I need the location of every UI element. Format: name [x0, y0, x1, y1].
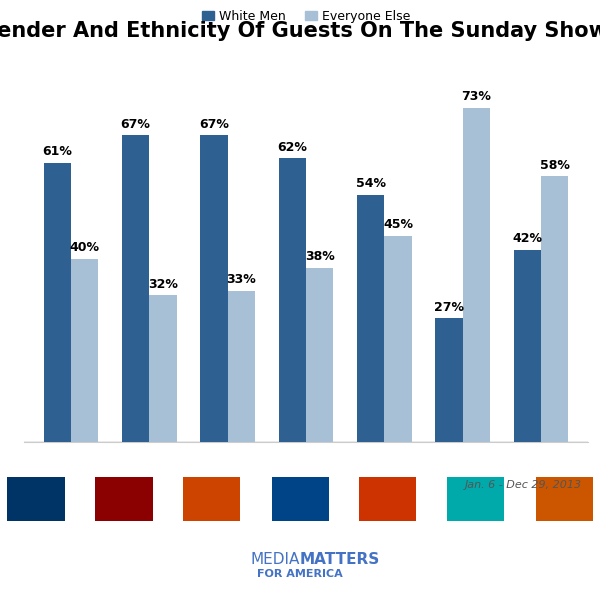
Bar — [278, 158, 306, 442]
Text: 67%: 67% — [121, 118, 151, 131]
Text: 33%: 33% — [227, 273, 256, 286]
Text: 62%: 62% — [277, 141, 307, 154]
Text: 61%: 61% — [43, 145, 72, 158]
Text: 38%: 38% — [305, 250, 335, 263]
Text: MATTERS: MATTERS — [300, 552, 380, 567]
Bar — [200, 135, 227, 442]
Bar — [435, 318, 463, 442]
Text: 54%: 54% — [356, 177, 386, 190]
Text: 40%: 40% — [70, 241, 100, 254]
Text: 42%: 42% — [512, 232, 542, 245]
Text: 27%: 27% — [434, 301, 464, 314]
Text: FOR AMERICA: FOR AMERICA — [257, 570, 343, 579]
Text: 45%: 45% — [383, 219, 413, 231]
Bar — [385, 236, 412, 442]
Bar — [357, 195, 385, 442]
Bar — [463, 108, 490, 442]
Bar — [149, 296, 177, 442]
Text: 73%: 73% — [461, 90, 491, 103]
Text: 32%: 32% — [148, 278, 178, 291]
Bar — [122, 135, 149, 442]
Text: Jan. 6 - Dec 29, 2013: Jan. 6 - Dec 29, 2013 — [465, 480, 582, 490]
Bar — [71, 259, 98, 442]
Bar — [514, 250, 541, 442]
Bar — [44, 163, 71, 442]
Text: 58%: 58% — [540, 159, 569, 172]
Text: 67%: 67% — [199, 118, 229, 131]
Text: Gender And Ethnicity Of Guests On The Sunday Shows: Gender And Ethnicity Of Guests On The Su… — [0, 21, 600, 41]
Text: MEDIA: MEDIA — [251, 552, 300, 567]
Bar — [306, 268, 334, 442]
Legend: White Men, Everyone Else: White Men, Everyone Else — [197, 5, 415, 28]
Bar — [227, 291, 255, 442]
Bar — [541, 177, 568, 442]
